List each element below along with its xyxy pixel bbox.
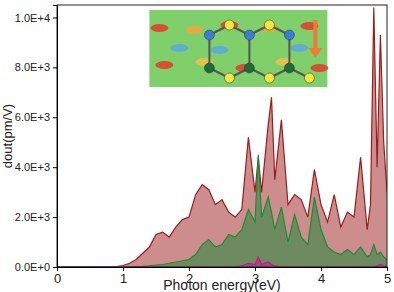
y-tick-mark bbox=[53, 167, 57, 168]
y-tick-label: 6.0E+3 bbox=[15, 111, 50, 123]
inset-atom bbox=[224, 73, 234, 83]
y-tick-label: 1.0E+4 bbox=[15, 11, 50, 23]
x-axis-title: Photon energy(eV) bbox=[163, 277, 281, 292]
x-tick-label: 5 bbox=[384, 271, 391, 286]
series-line bbox=[57, 155, 387, 267]
series-line bbox=[57, 7, 387, 267]
inset-image bbox=[149, 10, 328, 87]
x-tick-label: 1 bbox=[120, 271, 127, 286]
series-area bbox=[57, 257, 387, 267]
plot: 0123450.0E+02.0E+34.0E+36.0E+38.0E+31.0E… bbox=[15, 5, 391, 286]
chart: 0123450.0E+02.0E+34.0E+36.0E+38.0E+31.0E… bbox=[0, 0, 394, 292]
y-tick-mark bbox=[53, 267, 57, 268]
y-tick-label: 4.0E+3 bbox=[15, 161, 50, 173]
x-tick: 4 bbox=[318, 267, 325, 286]
y-tick-label: 8.0E+3 bbox=[15, 61, 50, 73]
inset-density bbox=[290, 44, 308, 52]
inset-atom bbox=[284, 63, 294, 73]
y-axis-line bbox=[53, 6, 58, 268]
y-tick-mark bbox=[53, 67, 57, 68]
y-tick-mark bbox=[53, 17, 57, 18]
x-tick: 5 bbox=[384, 267, 391, 286]
marks bbox=[57, 7, 387, 267]
inset-atom bbox=[244, 63, 254, 73]
y-tick: 8.0E+3 bbox=[15, 61, 57, 73]
series-area bbox=[57, 155, 387, 267]
x-tick-label: 4 bbox=[318, 271, 325, 286]
inset-background bbox=[149, 10, 327, 87]
inset-atom bbox=[264, 73, 274, 83]
series-line bbox=[57, 257, 387, 267]
y-tick-mark bbox=[53, 117, 57, 118]
y-axis-title: dout(pm/V) bbox=[0, 104, 15, 168]
inset-atom bbox=[204, 63, 214, 73]
y-tick-label: 0.0E+0 bbox=[15, 261, 50, 273]
x-tick-label: 0 bbox=[54, 271, 61, 286]
y-tick: 2.0E+3 bbox=[15, 211, 57, 223]
series-area bbox=[57, 7, 387, 267]
inset-arrowhead bbox=[308, 48, 322, 58]
x-tick: 0 bbox=[54, 267, 61, 286]
inset-density bbox=[185, 26, 203, 34]
plot-frame bbox=[57, 5, 387, 267]
inset-atom bbox=[284, 30, 294, 40]
inset-density bbox=[210, 46, 228, 54]
inset-atom bbox=[224, 20, 234, 30]
inset-atom bbox=[304, 73, 314, 83]
x-axis-line bbox=[58, 268, 388, 272]
y-tick-mark bbox=[53, 217, 57, 218]
inset-atom bbox=[244, 30, 254, 40]
inset-arrow bbox=[313, 20, 317, 50]
inset-density bbox=[170, 44, 188, 52]
y-tick: 0.0E+0 bbox=[15, 261, 57, 273]
inset-atom bbox=[264, 20, 274, 30]
inset-density bbox=[310, 64, 328, 72]
y-axis: 0.0E+0 2.0E+3 4.0E+3 6.0E+3 8.0E+3 1.0E+4 bbox=[15, 6, 58, 274]
inset-density bbox=[150, 24, 168, 32]
y-tick: 6.0E+3 bbox=[15, 111, 57, 123]
y-tick: 4.0E+3 bbox=[15, 161, 57, 173]
inset-atom bbox=[204, 30, 214, 40]
y-tick-label: 2.0E+3 bbox=[15, 211, 50, 223]
inset-density bbox=[155, 61, 173, 69]
x-tick: 1 bbox=[120, 267, 127, 286]
y-tick: 1.0E+4 bbox=[15, 11, 57, 23]
